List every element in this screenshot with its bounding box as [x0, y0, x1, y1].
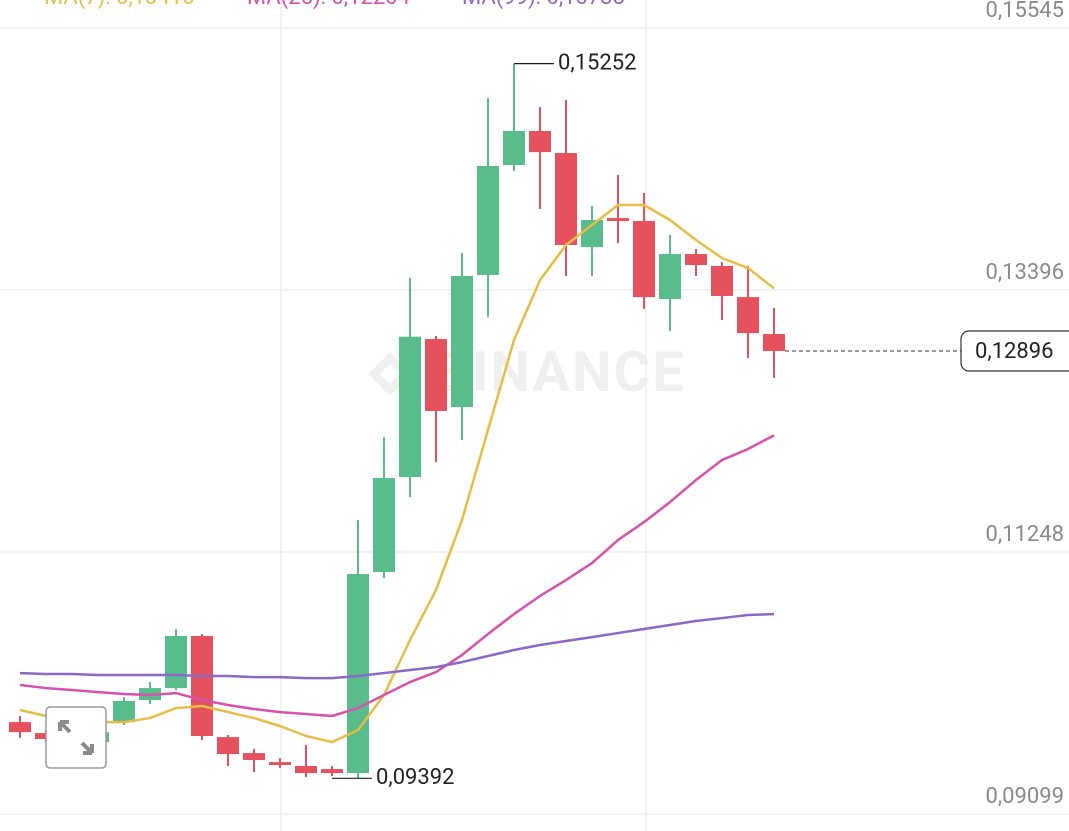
candle: [633, 193, 655, 310]
candle-body: [321, 769, 343, 774]
y-tick-label: 0,13396: [985, 260, 1064, 285]
candle-body: [399, 336, 421, 478]
candle-body: [243, 753, 265, 761]
expand-button[interactable]: [45, 706, 107, 769]
candle-body: [529, 130, 551, 153]
candle: [581, 205, 603, 276]
candle: [425, 335, 447, 463]
candle-body: [451, 275, 473, 408]
candle: [139, 682, 161, 705]
price-label: 0,12896: [975, 339, 1054, 364]
candle-body: [737, 297, 759, 334]
candle: [295, 745, 317, 778]
high-label: 0,15252: [558, 50, 637, 75]
candle-body: [295, 765, 317, 774]
candle-body: [217, 737, 239, 755]
candle: [685, 249, 707, 276]
candle: [373, 437, 395, 579]
candle-body: [685, 254, 707, 266]
ma-line: [19, 203, 775, 744]
candle-body: [373, 478, 395, 573]
legend-entry: MA(7): 0,13410: [44, 0, 195, 10]
candle: [113, 697, 135, 726]
candle: [659, 235, 681, 331]
candle-body: [191, 635, 213, 736]
candle-body: [425, 339, 447, 411]
candle-body: [711, 265, 733, 296]
candle: [477, 98, 499, 318]
candle-body: [165, 635, 187, 689]
expand-icon: [58, 720, 94, 755]
candle-body: [607, 218, 629, 221]
candle: [763, 308, 785, 379]
candle: [451, 253, 473, 441]
y-tick-label: 0,15545: [985, 0, 1064, 23]
y-tick-label: 0,11248: [985, 522, 1064, 547]
candle-body: [581, 220, 603, 248]
candle: [347, 520, 369, 779]
candle: [321, 765, 343, 776]
candle-body: [113, 700, 135, 723]
candle: [607, 175, 629, 244]
candle: [503, 63, 525, 171]
candle: [269, 758, 291, 769]
candle-body: [555, 153, 577, 246]
candle: [399, 278, 421, 498]
price-box: [960, 330, 1069, 372]
candle: [737, 265, 759, 359]
legend-entry: MA(25): 0,12204: [247, 0, 410, 10]
candle-body: [347, 574, 369, 774]
candle: [165, 629, 187, 691]
candle: [217, 735, 239, 766]
ma-line: [19, 434, 775, 718]
candle-body: [503, 130, 525, 166]
ma-line: [19, 612, 775, 680]
plot-area: 0,15252 0,09392 0,12896: [9, 50, 1069, 790]
candle: [191, 634, 213, 741]
candle-body: [633, 220, 655, 298]
low-label: 0,09392: [376, 765, 455, 790]
candle-body: [9, 722, 31, 733]
candle: [711, 262, 733, 321]
candle: [529, 107, 551, 210]
watermark: BINANCE: [368, 339, 685, 405]
candle-body: [763, 334, 785, 351]
watermark-text: BINANCE: [434, 339, 685, 405]
candle: [9, 715, 31, 739]
candle-body: [269, 762, 291, 766]
legend: MA(7): 0,13410 MA(25): 0,12204 MA(99): 0,1…: [44, 0, 625, 10]
legend-entry: MA(99): 0,10738: [462, 0, 625, 10]
candle: [243, 749, 265, 773]
expand-button-frame[interactable]: [45, 706, 107, 769]
candle-body: [477, 165, 499, 276]
y-tick-label: 0,09099: [985, 784, 1064, 809]
candle-body: [659, 254, 681, 300]
candle: [555, 100, 577, 276]
